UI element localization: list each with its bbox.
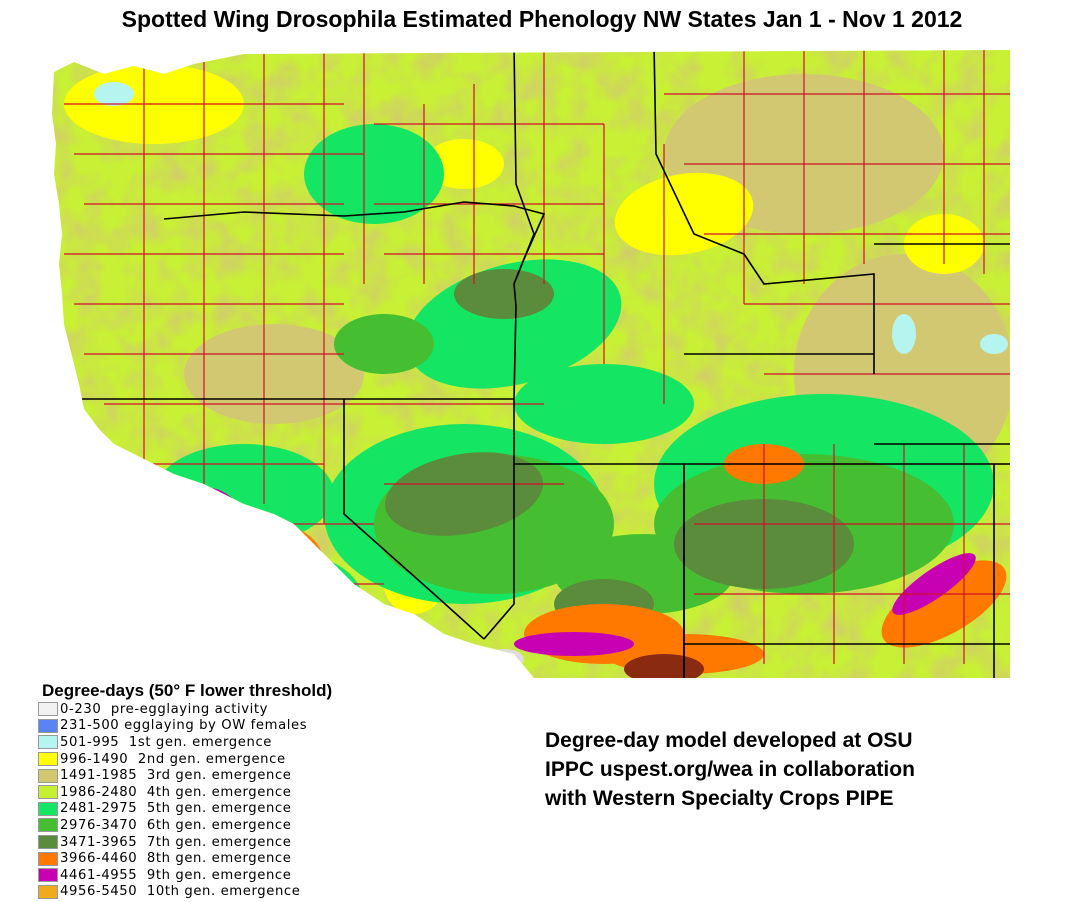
degree-day-zone — [454, 269, 554, 319]
phenology-map — [44, 44, 1010, 678]
legend-swatch — [38, 752, 58, 767]
legend-list: 0-230 pre-egglaying activity 231-500 eggl… — [38, 701, 458, 900]
legend-swatch — [38, 818, 58, 833]
legend-label: 1986-2480 4th gen. emergence — [60, 784, 292, 800]
legend-item: 996-1490 2nd gen. emergence — [38, 751, 458, 768]
legend-swatch — [38, 801, 58, 816]
legend-label: 3471-3965 7th gen. emergence — [60, 834, 292, 850]
county-borders — [64, 50, 1010, 664]
legend-item: 2481-2975 5th gen. emergence — [38, 801, 458, 818]
legend-label: 996-1490 2nd gen. emergence — [60, 751, 286, 767]
legend-swatch — [38, 785, 58, 800]
credit-line: Degree-day model developed at OSU — [545, 729, 913, 752]
legend-item: 3471-3965 7th gen. emergence — [38, 834, 458, 851]
degree-day-zone — [94, 82, 134, 106]
legend-item: 2976-3470 6th gen. emergence — [38, 817, 458, 834]
legend-label: 4461-4955 9th gen. emergence — [60, 867, 292, 883]
legend: Degree-days (50° F lower threshold) 0-23… — [38, 681, 458, 900]
legend-swatch — [38, 884, 58, 899]
legend-title: Degree-days (50° F lower threshold) — [42, 681, 333, 700]
legend-item: 3966-4460 8th gen. emergence — [38, 850, 458, 867]
legend-swatch — [38, 868, 58, 883]
legend-label: 2481-2975 5th gen. emergence — [60, 801, 292, 817]
legend-item: 4956-5450 10th gen. emergence — [38, 884, 458, 901]
legend-swatch — [38, 835, 58, 850]
legend-label: 4956-5450 10th gen. emergence — [60, 884, 301, 900]
degree-day-zone — [384, 452, 544, 536]
legend-label: 501-995 1st gen. emergence — [60, 734, 273, 750]
degree-day-zone — [514, 364, 694, 444]
legend-swatch — [38, 718, 58, 733]
degree-day-zone — [881, 560, 1007, 648]
legend-swatch — [38, 702, 58, 717]
legend-item: 231-500 egglaying by OW females — [38, 718, 458, 735]
state-border — [343, 399, 485, 640]
legend-label: 2976-3470 6th gen. emergence — [60, 817, 292, 833]
credit-line: IPPC uspest.org/wea in collaboration — [545, 758, 915, 781]
legend-item: 0-230 pre-egglaying activity — [38, 701, 458, 718]
legend-label: 1491-1985 3rd gen. emergence — [60, 768, 292, 784]
degree-day-zone — [980, 334, 1008, 354]
credit-text: Degree-day model developed at OSU IPPC u… — [545, 726, 1065, 813]
map-title: Spotted Wing Drosophila Estimated Phenol… — [121, 6, 963, 32]
legend-item: 1491-1985 3rd gen. emergence — [38, 767, 458, 784]
legend-label: 231-500 egglaying by OW females — [60, 718, 308, 734]
state-border — [653, 50, 875, 374]
degree-day-zone — [424, 139, 504, 189]
state-border — [513, 50, 535, 400]
legend-label: 0-230 pre-egglaying activity — [60, 701, 269, 717]
legend-swatch — [38, 735, 58, 750]
legend-swatch — [38, 851, 58, 866]
degree-day-zone — [892, 553, 976, 615]
legend-item: 4461-4955 9th gen. emergence — [38, 867, 458, 884]
legend-label: 3966-4460 8th gen. emergence — [60, 851, 292, 867]
legend-swatch — [38, 768, 58, 783]
state-border — [483, 464, 515, 640]
legend-item: 1986-2480 4th gen. emergence — [38, 784, 458, 801]
state-borders — [52, 50, 1010, 678]
degree-day-zone — [334, 314, 434, 374]
credit-line: with Western Specialty Crops PIPE — [545, 787, 894, 810]
degree-day-zone — [304, 124, 444, 224]
degree-day-zone — [514, 632, 634, 656]
legend-item: 501-995 1st gen. emergence — [38, 734, 458, 751]
degree-day-zone — [892, 314, 916, 354]
